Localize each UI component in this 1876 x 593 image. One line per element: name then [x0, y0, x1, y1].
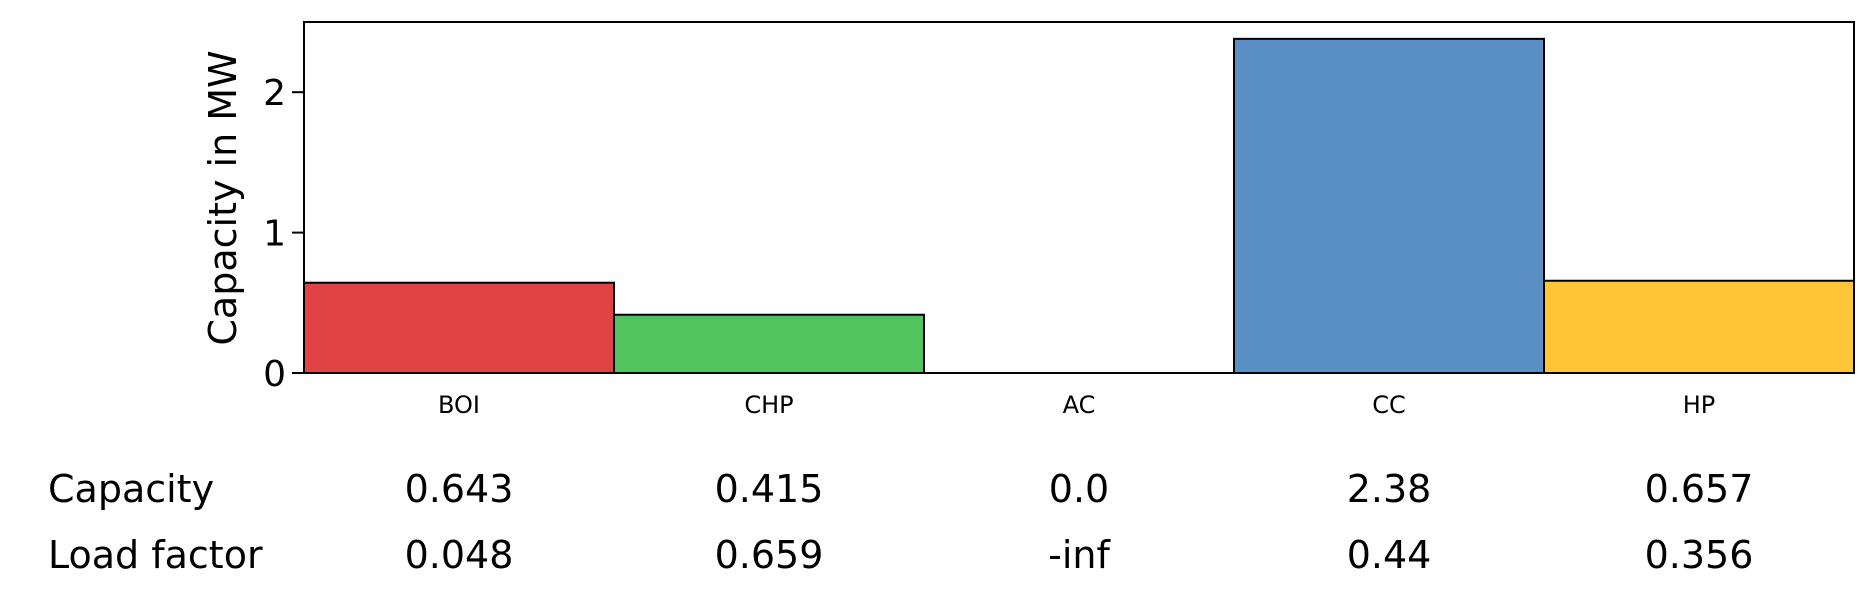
y-tick-label: 0 [263, 354, 286, 395]
table-row-label: Load factor [48, 533, 263, 577]
table-cell: 0.659 [715, 533, 824, 577]
bar-boi [303, 281, 615, 375]
x-tick-label: CC [1372, 391, 1406, 419]
table-cell: 0.048 [405, 533, 514, 577]
x-tick-label: CHP [744, 391, 793, 419]
x-tick-label: AC [1063, 391, 1096, 419]
y-axis: 0 1 2 [263, 73, 304, 395]
table-cell: 0.44 [1347, 533, 1432, 577]
x-axis: BOI CHP AC CC HP [438, 391, 1715, 419]
table-cell: 2.38 [1347, 467, 1432, 511]
bars-layer [303, 37, 1855, 375]
table-row-label: Capacity [48, 467, 214, 511]
x-tick-label: BOI [438, 391, 480, 419]
table-cell: 0.0 [1049, 467, 1109, 511]
y-axis-title: Capacity in MW [201, 50, 245, 345]
y-tick-label: 1 [263, 214, 286, 255]
bar-hp [1543, 279, 1855, 374]
y-tick-label: 2 [263, 73, 286, 114]
table-cell: 0.657 [1645, 467, 1754, 511]
data-table: Capacity 0.643 0.415 0.0 2.38 0.657 Load facto… [48, 467, 1753, 577]
bar-chp [613, 313, 925, 375]
table-cell: -inf [1048, 533, 1111, 577]
bar-cc [1233, 37, 1545, 375]
table-cell: 0.643 [405, 467, 514, 511]
table-cell: 0.415 [715, 467, 824, 511]
plot-frame [303, 21, 1855, 374]
x-tick-label: HP [1683, 391, 1716, 419]
table-cell: 0.356 [1645, 533, 1754, 577]
